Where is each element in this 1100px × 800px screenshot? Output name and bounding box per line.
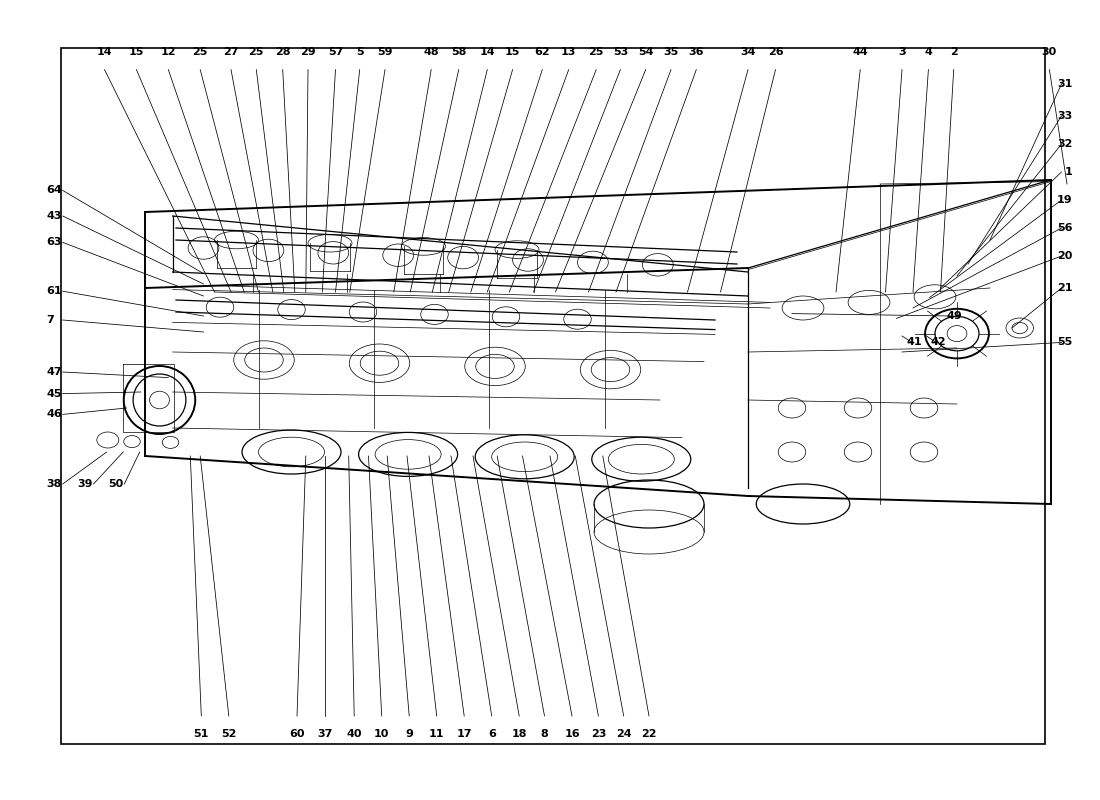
Text: 55: 55 bbox=[1057, 338, 1072, 347]
Text: 23: 23 bbox=[591, 729, 606, 738]
Text: 27: 27 bbox=[223, 47, 239, 57]
Text: 57: 57 bbox=[328, 47, 343, 57]
Text: 22: 22 bbox=[641, 729, 657, 738]
Text: 39: 39 bbox=[77, 479, 92, 489]
Text: 45: 45 bbox=[46, 389, 62, 398]
Text: 29: 29 bbox=[300, 47, 316, 57]
Text: 42: 42 bbox=[931, 337, 946, 346]
Text: 17: 17 bbox=[456, 729, 472, 738]
Text: 41: 41 bbox=[906, 337, 922, 346]
Text: 21: 21 bbox=[1057, 283, 1072, 293]
Text: 12: 12 bbox=[161, 47, 176, 57]
Text: 51: 51 bbox=[194, 729, 209, 738]
Text: 18: 18 bbox=[512, 729, 527, 738]
Text: 10: 10 bbox=[374, 729, 389, 738]
Text: 28: 28 bbox=[275, 47, 290, 57]
Text: 64: 64 bbox=[46, 186, 62, 195]
Text: 25: 25 bbox=[588, 47, 604, 57]
Text: 30: 30 bbox=[1042, 47, 1057, 57]
Text: 54: 54 bbox=[638, 47, 653, 57]
Text: 32: 32 bbox=[1057, 139, 1072, 149]
Text: 11: 11 bbox=[429, 729, 444, 738]
Text: 13: 13 bbox=[561, 47, 576, 57]
Text: 19: 19 bbox=[1057, 195, 1072, 205]
Text: 40: 40 bbox=[346, 729, 362, 738]
Text: 3: 3 bbox=[899, 47, 905, 57]
Text: 48: 48 bbox=[424, 47, 439, 57]
Text: 49: 49 bbox=[947, 311, 962, 321]
Text: 15: 15 bbox=[129, 47, 144, 57]
Text: 7: 7 bbox=[46, 315, 54, 325]
Text: 14: 14 bbox=[480, 47, 495, 57]
Text: 6: 6 bbox=[487, 729, 496, 738]
Text: 14: 14 bbox=[97, 47, 112, 57]
Text: 56: 56 bbox=[1057, 223, 1072, 233]
Text: 38: 38 bbox=[46, 479, 62, 489]
Text: 47: 47 bbox=[46, 367, 62, 377]
Text: 31: 31 bbox=[1057, 79, 1072, 89]
Text: 25: 25 bbox=[192, 47, 208, 57]
Text: 26: 26 bbox=[768, 47, 783, 57]
Text: 15: 15 bbox=[505, 47, 520, 57]
Bar bbox=[60, 48, 1045, 744]
Text: 34: 34 bbox=[740, 47, 756, 57]
Text: 63: 63 bbox=[46, 238, 62, 247]
Text: 46: 46 bbox=[46, 410, 62, 419]
Text: 4: 4 bbox=[924, 47, 933, 57]
Text: 53: 53 bbox=[613, 47, 628, 57]
Text: 58: 58 bbox=[451, 47, 466, 57]
Text: 25: 25 bbox=[249, 47, 264, 57]
Text: 2: 2 bbox=[949, 47, 958, 57]
Text: 1: 1 bbox=[1065, 167, 1072, 177]
Text: 50: 50 bbox=[108, 479, 123, 489]
Text: 35: 35 bbox=[663, 47, 679, 57]
Text: 43: 43 bbox=[46, 211, 62, 221]
Text: 9: 9 bbox=[405, 729, 414, 738]
Text: 61: 61 bbox=[46, 286, 62, 296]
Text: 8: 8 bbox=[540, 729, 549, 738]
Text: 36: 36 bbox=[689, 47, 704, 57]
Text: 5: 5 bbox=[356, 47, 363, 57]
Text: 60: 60 bbox=[289, 729, 305, 738]
Text: 62: 62 bbox=[535, 47, 550, 57]
Text: 37: 37 bbox=[317, 729, 332, 738]
Text: 16: 16 bbox=[564, 729, 580, 738]
Text: 20: 20 bbox=[1057, 251, 1072, 261]
Text: 24: 24 bbox=[616, 729, 631, 738]
Text: 52: 52 bbox=[221, 729, 236, 738]
Text: 59: 59 bbox=[377, 47, 393, 57]
Text: 44: 44 bbox=[852, 47, 868, 57]
Text: 33: 33 bbox=[1057, 111, 1072, 121]
